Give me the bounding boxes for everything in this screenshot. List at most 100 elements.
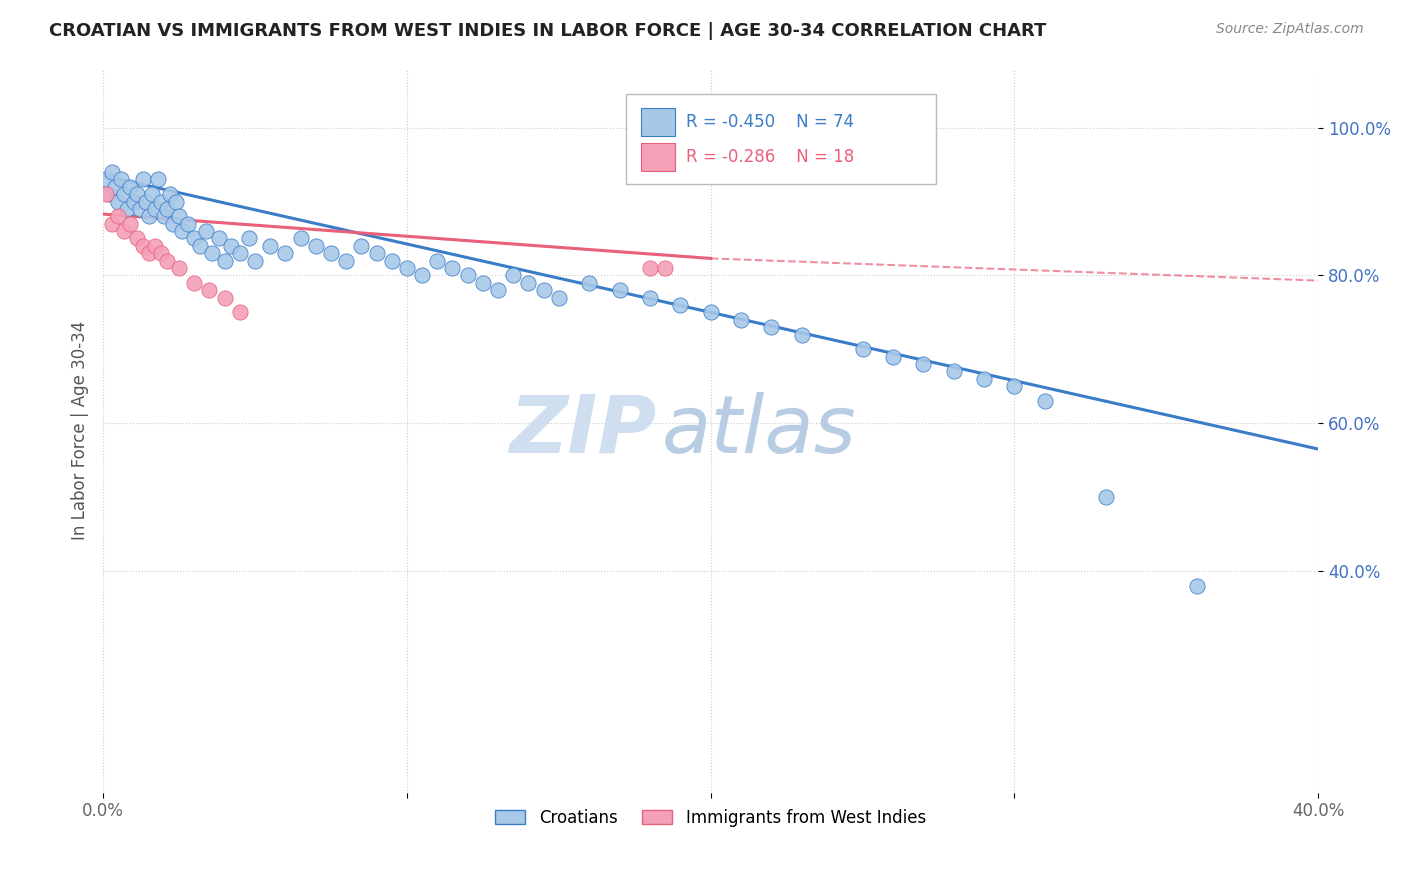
Point <box>638 260 661 275</box>
Point <box>243 253 266 268</box>
Legend: Croatians, Immigrants from West Indies: Croatians, Immigrants from West Indies <box>486 800 935 835</box>
Point <box>143 202 166 216</box>
Point <box>183 276 205 290</box>
Point <box>172 224 194 238</box>
Point <box>131 172 153 186</box>
Point <box>533 283 555 297</box>
Point <box>165 194 187 209</box>
Y-axis label: In Labor Force | Age 30-34: In Labor Force | Age 30-34 <box>72 321 89 541</box>
Text: R = -0.286    N = 18: R = -0.286 N = 18 <box>686 148 855 166</box>
Point <box>110 172 132 186</box>
Point <box>120 217 142 231</box>
Point <box>195 224 218 238</box>
Point <box>274 246 297 260</box>
Point <box>219 239 242 253</box>
Point <box>638 291 661 305</box>
Point <box>411 268 433 283</box>
Point <box>395 260 418 275</box>
Point <box>125 231 148 245</box>
Point <box>1185 579 1208 593</box>
Point <box>547 291 569 305</box>
Point <box>790 327 813 342</box>
Point <box>201 246 224 260</box>
Point <box>259 239 281 253</box>
Point <box>207 231 229 245</box>
Point <box>366 246 388 260</box>
Point <box>730 312 752 326</box>
Point <box>229 305 252 319</box>
Point <box>852 343 875 357</box>
Point <box>112 224 135 238</box>
Point <box>486 283 509 297</box>
Point <box>882 350 904 364</box>
Point <box>112 187 135 202</box>
Point <box>131 239 153 253</box>
Text: R = -0.450    N = 74: R = -0.450 N = 74 <box>686 113 855 131</box>
Point <box>517 276 540 290</box>
Point <box>156 202 179 216</box>
Point <box>153 209 176 223</box>
Point <box>128 202 150 216</box>
Point <box>162 217 184 231</box>
Point <box>122 194 145 209</box>
Point <box>214 253 236 268</box>
Point <box>107 209 129 223</box>
Point <box>699 305 721 319</box>
Point <box>104 179 127 194</box>
Text: Source: ZipAtlas.com: Source: ZipAtlas.com <box>1216 22 1364 37</box>
Point <box>135 194 157 209</box>
FancyBboxPatch shape <box>641 108 675 136</box>
Point <box>1094 490 1116 504</box>
Point <box>502 268 524 283</box>
Point <box>609 283 631 297</box>
Point <box>426 253 449 268</box>
Point <box>143 239 166 253</box>
Point <box>441 260 464 275</box>
Point <box>335 253 357 268</box>
Point <box>1004 379 1026 393</box>
Point <box>654 260 676 275</box>
Point <box>98 187 121 202</box>
Point <box>214 291 236 305</box>
Point <box>319 246 342 260</box>
Point <box>107 194 129 209</box>
Point <box>101 165 124 179</box>
Point <box>177 217 200 231</box>
Point <box>138 209 160 223</box>
Point <box>198 283 221 297</box>
Point <box>350 239 373 253</box>
Point <box>578 276 600 290</box>
Point <box>149 194 172 209</box>
Point <box>146 172 169 186</box>
Text: CROATIAN VS IMMIGRANTS FROM WEST INDIES IN LABOR FORCE | AGE 30-34 CORRELATION C: CROATIAN VS IMMIGRANTS FROM WEST INDIES … <box>49 22 1046 40</box>
Point <box>381 253 404 268</box>
FancyBboxPatch shape <box>626 94 935 185</box>
Point <box>96 172 118 186</box>
Point <box>761 320 783 334</box>
Point <box>183 231 205 245</box>
Point <box>138 246 160 260</box>
Point <box>669 298 692 312</box>
Point <box>167 209 190 223</box>
Point <box>1033 394 1056 409</box>
Text: ZIP: ZIP <box>509 392 657 469</box>
Point <box>290 231 312 245</box>
Point <box>912 357 935 371</box>
Point <box>96 187 118 202</box>
Point <box>156 253 179 268</box>
Point <box>238 231 260 245</box>
Point <box>101 217 124 231</box>
Point <box>159 187 181 202</box>
FancyBboxPatch shape <box>641 143 675 170</box>
Point <box>229 246 252 260</box>
Point <box>125 187 148 202</box>
Point <box>120 179 142 194</box>
Point <box>149 246 172 260</box>
Point <box>973 372 995 386</box>
Text: atlas: atlas <box>662 392 856 469</box>
Point <box>457 268 479 283</box>
Point <box>471 276 494 290</box>
Point <box>305 239 328 253</box>
Point <box>942 364 965 378</box>
Point <box>117 202 139 216</box>
